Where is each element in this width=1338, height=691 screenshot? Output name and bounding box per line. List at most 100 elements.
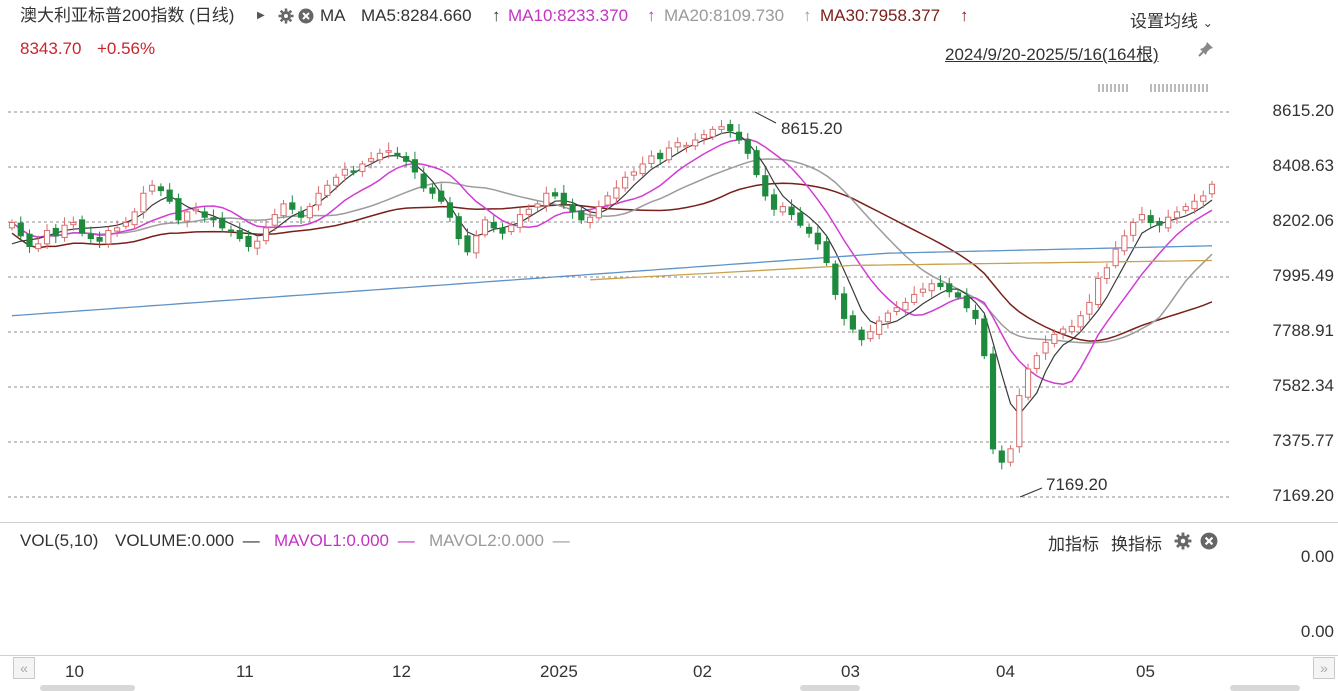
x-tick-label: 2025 — [540, 662, 578, 681]
candle-body — [315, 192, 322, 206]
candle-body — [718, 126, 725, 130]
candle-body — [26, 233, 33, 248]
high-annotation-line — [754, 111, 777, 124]
y-tick-label: 7375.77 — [1272, 431, 1334, 450]
candle-body — [753, 150, 760, 176]
candle-body — [788, 206, 795, 216]
candle-body — [508, 224, 515, 233]
ma10-arrow-icon: ↑ — [647, 6, 656, 25]
candle-body — [385, 150, 392, 153]
scroll-right-button[interactable]: » — [1313, 657, 1335, 679]
indicator-marker — [1150, 84, 1210, 92]
candle-body — [122, 222, 129, 227]
scroll-left-button[interactable]: « — [13, 657, 35, 679]
candle-body — [578, 210, 585, 221]
candle-body — [937, 282, 944, 287]
candle-body — [1173, 211, 1181, 219]
candle-body — [587, 216, 594, 224]
candle-body — [78, 219, 86, 234]
candle-body — [954, 292, 962, 298]
scrollbar-thumb[interactable] — [1230, 685, 1300, 691]
vol-y-bottom: 0.00 — [1300, 622, 1334, 641]
close-icon[interactable] — [1200, 532, 1218, 555]
candle-body — [823, 241, 830, 263]
candle-body — [166, 189, 173, 202]
candle-body — [87, 233, 94, 240]
candle-body — [254, 240, 261, 249]
candle-body — [236, 230, 243, 240]
candle-body — [928, 283, 935, 292]
candle-body — [876, 320, 883, 335]
candle-body — [1112, 248, 1119, 267]
candle-body — [271, 214, 278, 226]
candle-body — [350, 170, 357, 173]
y-tick-label: 7169.20 — [1272, 486, 1334, 505]
candle-body — [657, 152, 664, 160]
candle-body — [700, 134, 708, 139]
date-range[interactable]: 2024/9/20-2025/5/16(164根) — [945, 45, 1159, 64]
candle-body — [963, 295, 970, 309]
candle-body — [911, 293, 918, 303]
ma30-line — [11, 182, 1213, 342]
candle-body — [1077, 315, 1084, 328]
scrollbar-track[interactable] — [40, 685, 135, 691]
candle-body — [245, 235, 252, 248]
candle-body — [841, 293, 848, 319]
y-tick-label: 7582.34 — [1272, 376, 1334, 395]
candle-body — [735, 131, 743, 141]
candle-body — [814, 232, 821, 245]
add-indicator-button[interactable]: 加指标 — [1048, 535, 1099, 554]
candle-body — [595, 206, 602, 219]
candle-body — [1051, 333, 1058, 344]
candle-body — [919, 288, 927, 293]
candle-body — [219, 217, 226, 229]
candle-body — [8, 222, 16, 229]
candle-body — [613, 187, 620, 199]
y-tick-label: 8202.06 — [1272, 210, 1334, 230]
candle-body — [832, 263, 839, 295]
candle-body — [1103, 267, 1110, 279]
ma20-arrow-icon: ↑ — [803, 6, 812, 25]
candle-body — [604, 195, 611, 206]
play-icon[interactable]: ▶ — [257, 10, 265, 21]
candle-body — [114, 227, 121, 232]
candle-body — [376, 152, 383, 161]
candle-body — [981, 318, 988, 357]
candle-body — [1042, 341, 1049, 354]
candle-body — [473, 235, 480, 254]
candle-body — [727, 124, 734, 132]
candle-body — [1130, 222, 1137, 236]
gear-icon[interactable] — [1174, 532, 1192, 555]
gear-icon[interactable] — [278, 8, 294, 24]
scrollbar-track[interactable] — [800, 685, 860, 691]
ma-long2-line — [590, 259, 1213, 281]
x-tick-label: 12 — [392, 662, 411, 681]
switch-indicator-button[interactable]: 换指标 — [1111, 535, 1162, 554]
candle-body — [52, 227, 59, 237]
candle-body — [1191, 200, 1198, 210]
candle-body — [455, 216, 462, 240]
candle-body — [805, 226, 813, 234]
candle-body — [534, 203, 541, 208]
pin-icon[interactable] — [1197, 40, 1215, 63]
x-tick-label: 05 — [1136, 662, 1155, 681]
ma30-arrow-icon: ↑ — [960, 6, 969, 25]
candle-body — [683, 144, 690, 148]
candle-body — [464, 235, 471, 253]
candle-body — [192, 208, 200, 212]
ma20-value: MA20:8109.730 — [664, 6, 785, 25]
chart-title: 澳大利亚标普200指数 (日线) — [20, 6, 235, 25]
candle-body — [1068, 325, 1075, 333]
close-icon[interactable] — [298, 8, 314, 24]
x-tick-label: 03 — [841, 662, 860, 681]
last-price: 8343.70 — [20, 39, 82, 58]
price-chart[interactable]: 8615.20 7169.20 — [0, 0, 1338, 520]
candle-body — [639, 163, 646, 175]
candle-body — [210, 217, 217, 221]
candle-body — [43, 230, 51, 245]
chevron-down-icon: ⌄ — [1202, 16, 1213, 30]
candle-body — [744, 138, 751, 154]
ma-settings-button[interactable]: 设置均线 ⌄ — [1130, 12, 1213, 31]
candle-body — [516, 214, 524, 228]
candle-body — [1208, 183, 1216, 195]
